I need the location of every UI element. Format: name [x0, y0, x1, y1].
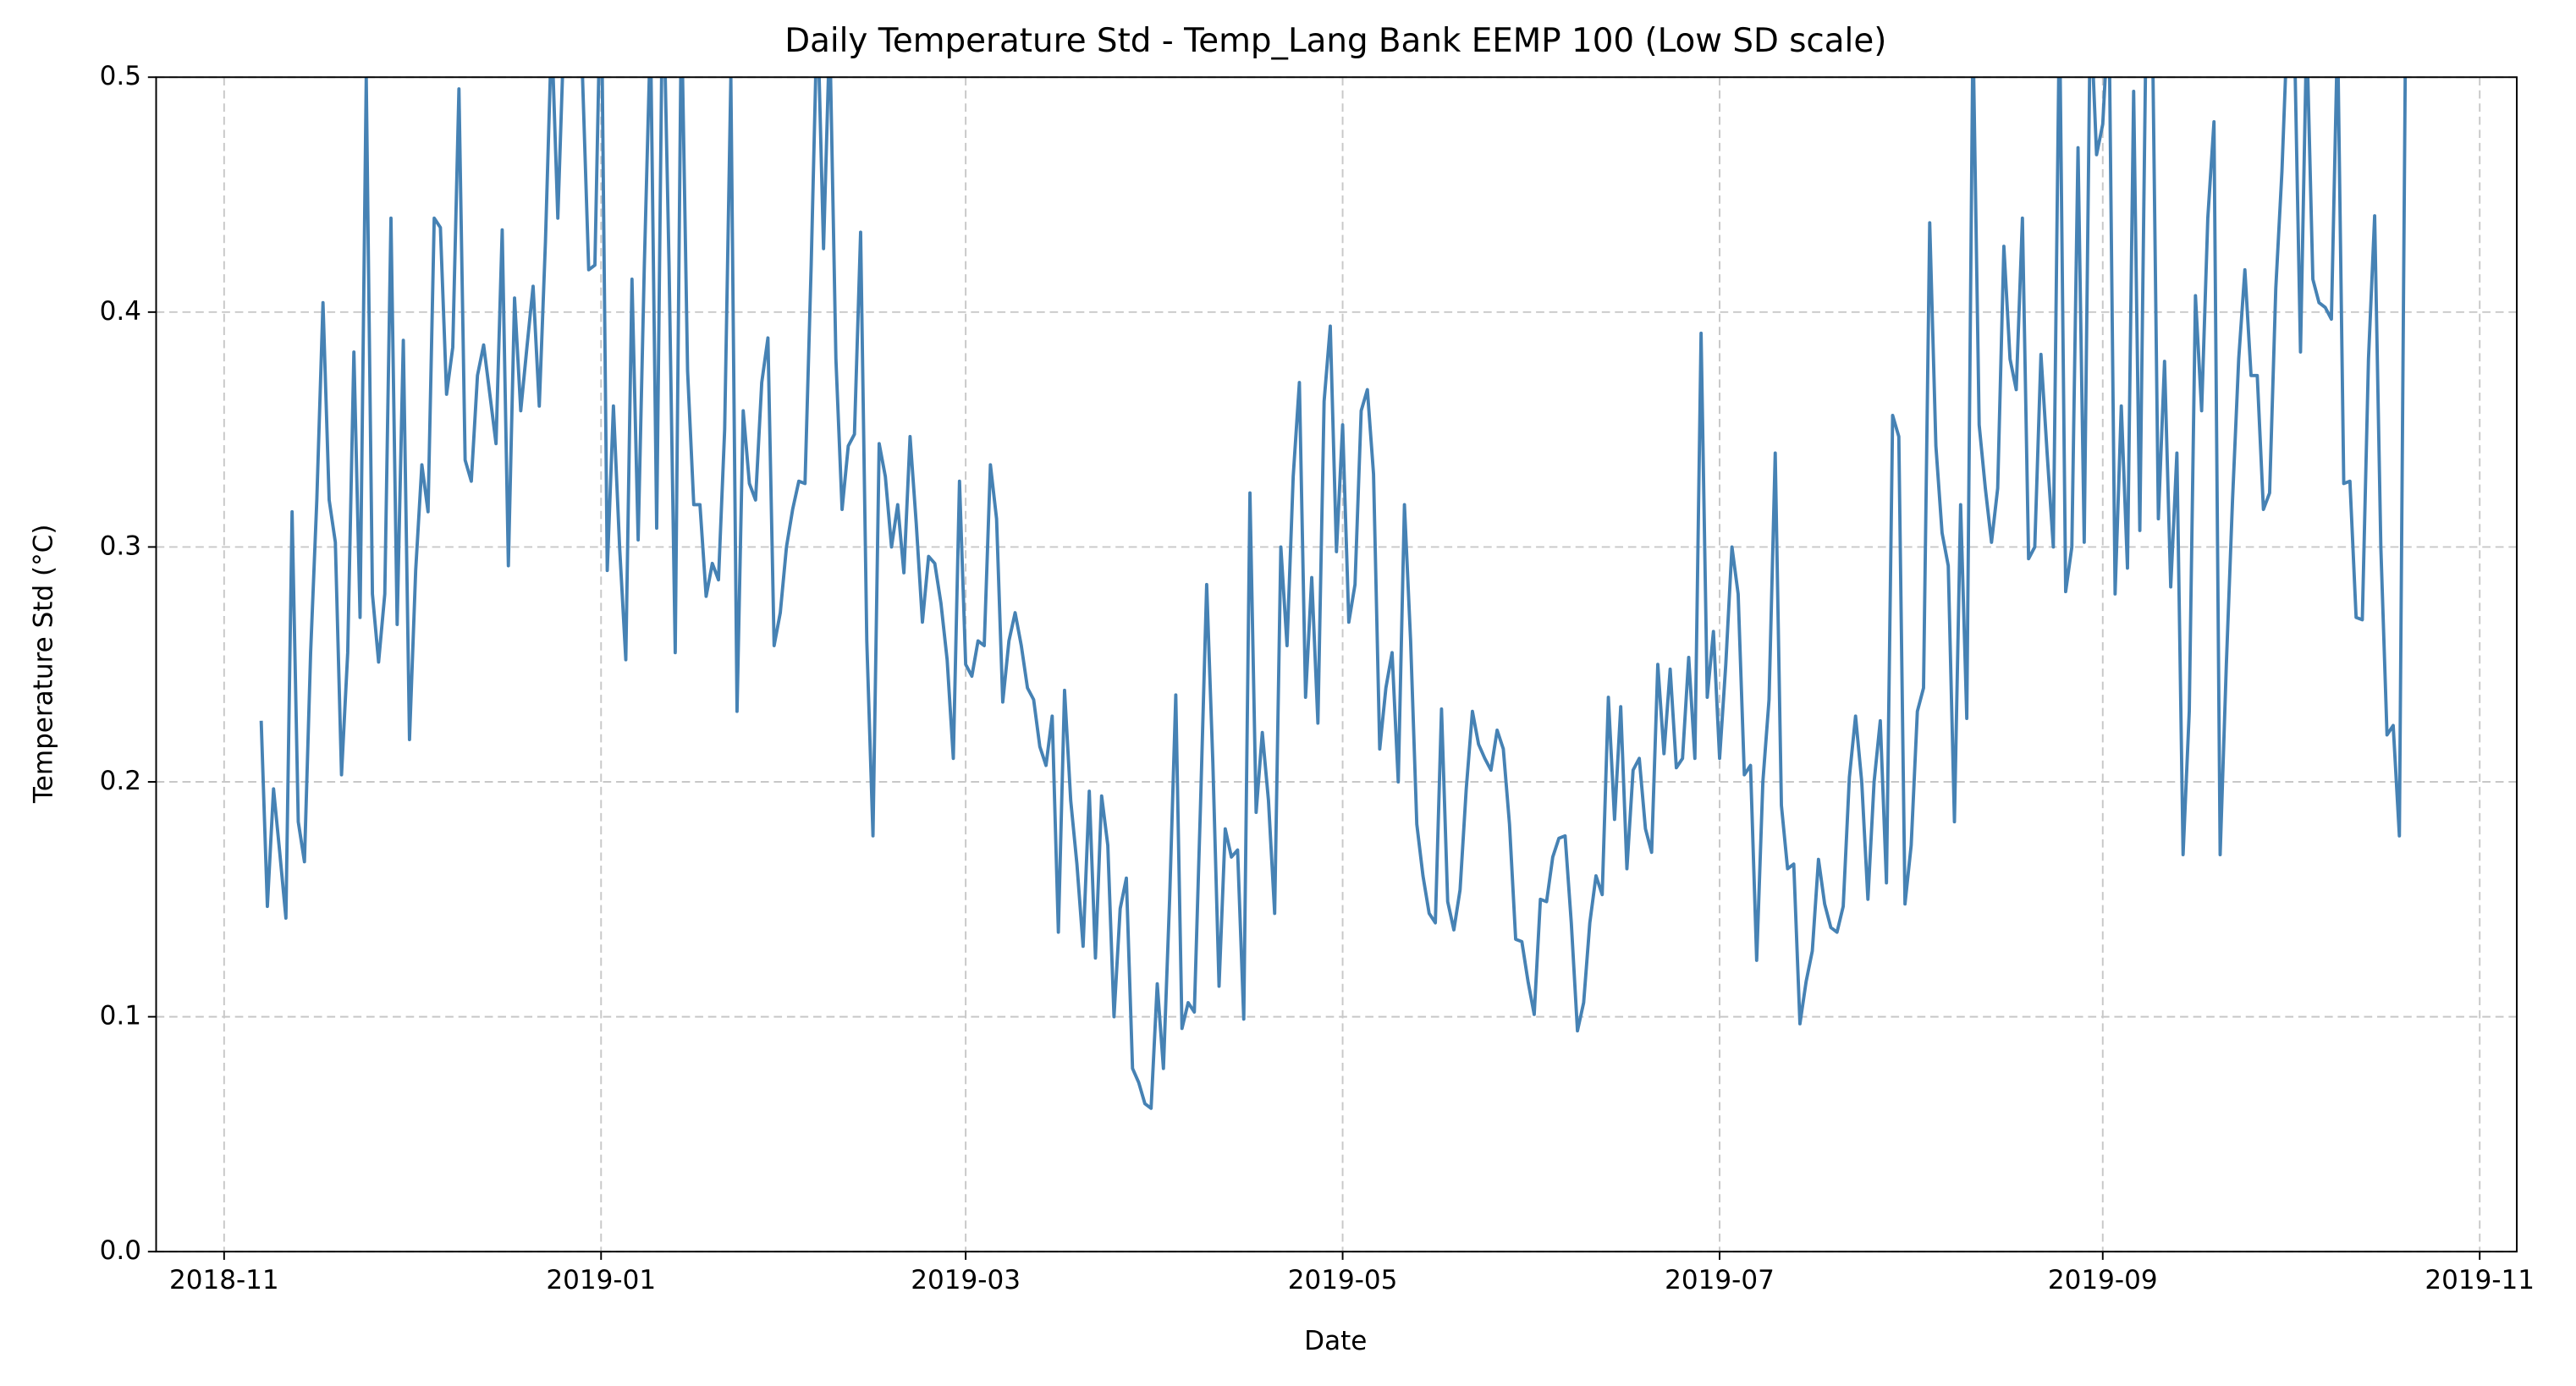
x-tick-label: 2019-05: [1288, 1265, 1398, 1295]
y-tick-label: 0.2: [100, 766, 141, 796]
y-tick-label: 0.1: [100, 1001, 141, 1031]
x-tick-label: 2019-01: [546, 1265, 656, 1295]
x-tick-label: 2019-11: [2425, 1265, 2535, 1295]
x-axis-label: Date: [1304, 1326, 1367, 1356]
chart-title: Daily Temperature Std - Temp_Lang Bank E…: [784, 22, 1886, 60]
x-tick-label: 2018-11: [169, 1265, 279, 1295]
y-tick-label: 0.5: [100, 61, 141, 91]
x-tick-label: 2019-07: [1665, 1265, 1775, 1295]
data-line: [259, 77, 2408, 1110]
y-tick-label: 0.0: [100, 1235, 141, 1266]
y-axis-label: Temperature Std (°C): [28, 525, 58, 804]
plot-frame: [155, 76, 2518, 1253]
y-tick-label: 0.3: [100, 531, 141, 561]
x-tick-label: 2019-03: [911, 1265, 1021, 1295]
y-tick-label: 0.4: [100, 296, 141, 327]
x-tick-label: 2019-09: [2048, 1265, 2158, 1295]
